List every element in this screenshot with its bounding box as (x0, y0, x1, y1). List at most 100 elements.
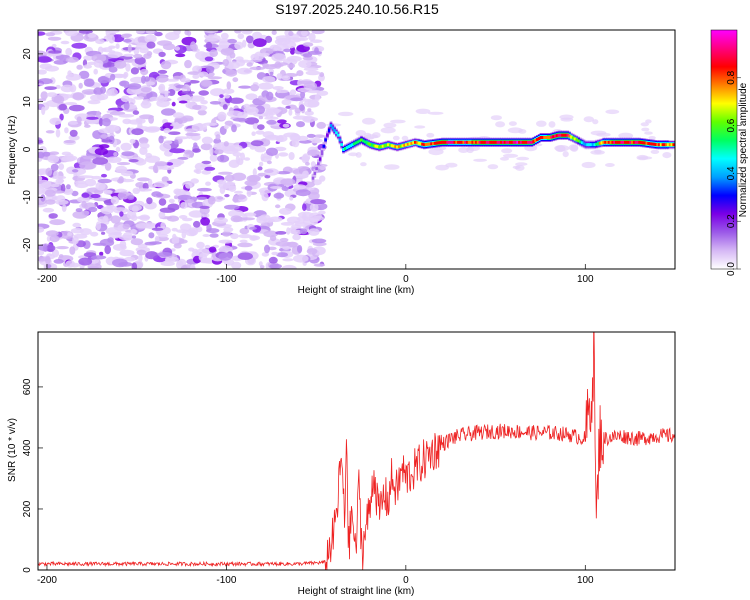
noise-speck (50, 163, 59, 172)
noise-speck (246, 62, 253, 67)
track-cell (462, 140, 466, 144)
noise-speck (234, 190, 243, 194)
noise-speck (262, 64, 278, 70)
noise-speck (158, 135, 164, 144)
noise-speck (217, 196, 224, 200)
noise-speck (293, 184, 307, 190)
noise-speck (280, 178, 296, 186)
noise-speck (222, 230, 231, 237)
noise-speck (110, 215, 121, 224)
noise-speck (219, 94, 224, 98)
noise-speck (79, 228, 92, 236)
noise-speck (124, 256, 136, 262)
noise-speck (294, 222, 311, 227)
noise-speck (155, 193, 164, 198)
track-cell (611, 140, 614, 144)
noise-speck (226, 81, 232, 90)
track-cell (467, 140, 471, 144)
noise-speck (103, 189, 113, 194)
noise-speck (190, 41, 197, 50)
track-cell (471, 140, 474, 144)
track-cell (464, 140, 467, 144)
noise-speck (145, 251, 159, 260)
track-cell (562, 133, 566, 137)
track-cell (627, 140, 631, 144)
track-cell (345, 146, 349, 150)
noise-speck (177, 156, 189, 160)
noise-speck (293, 254, 309, 263)
noise-speck (184, 30, 190, 36)
halo-speck (426, 132, 435, 138)
x-tick-label: -200 (37, 575, 57, 586)
track-cell (516, 140, 519, 144)
noise-speck (217, 111, 227, 121)
noise-speck (205, 181, 211, 186)
noise-speck (38, 179, 52, 189)
track-cell (433, 141, 437, 145)
noise-speck (112, 258, 128, 268)
noise-speck (192, 104, 202, 110)
noise-speck (225, 69, 238, 77)
noise-speck (276, 73, 283, 80)
halo-speck (562, 151, 569, 158)
spectrogram-x-ticks: -200 -100 0 100 (37, 264, 594, 285)
track-cell (571, 136, 575, 140)
y-tick-label: 10 (22, 96, 33, 108)
noise-speck (245, 93, 258, 100)
noise-speck (197, 109, 207, 116)
noise-speck (308, 191, 320, 201)
track-cell (550, 135, 553, 139)
track-cell (399, 144, 403, 148)
noise-speck (107, 237, 114, 243)
noise-speck (138, 254, 143, 263)
track-cell (440, 140, 444, 144)
noise-speck (72, 222, 81, 228)
noise-speck (139, 48, 149, 54)
track-cell (656, 143, 659, 147)
colorbar-tick-label: 0.4 (726, 166, 737, 180)
noise-speck (38, 226, 45, 233)
noise-speck (65, 56, 79, 63)
noise-speck (38, 78, 53, 85)
track-cell (638, 140, 641, 144)
noise-speck (93, 68, 98, 75)
noise-speck (43, 244, 48, 252)
noise-speck (132, 187, 141, 194)
track-cell (390, 144, 394, 148)
halo-speck (362, 117, 376, 125)
track-cell (645, 141, 649, 145)
track-cell (383, 144, 387, 148)
snr-x-ticks: -200 -100 0 100 (37, 565, 594, 586)
y-tick-label: 0 (22, 567, 33, 573)
signal-track (311, 121, 675, 183)
noise-speck (232, 117, 248, 122)
noise-speck (180, 202, 188, 209)
track-cell (575, 138, 579, 142)
track-cell (396, 145, 399, 149)
noise-speck (247, 42, 255, 49)
noise-speck (183, 149, 193, 155)
track-cell (597, 142, 600, 146)
noise-speck (196, 196, 208, 201)
halo-speck (401, 135, 409, 141)
noise-speck (207, 76, 223, 80)
track-cell (421, 142, 424, 146)
noise-speck (169, 158, 185, 166)
noise-speck (273, 45, 281, 51)
noise-speck (259, 52, 270, 57)
track-cell (457, 140, 460, 144)
track-cell (620, 140, 623, 144)
noise-speck (133, 54, 143, 59)
noise-speck (240, 152, 245, 161)
track-cell (507, 140, 510, 144)
noise-speck (45, 199, 56, 205)
noise-speck (177, 96, 188, 102)
halo-speck (650, 149, 660, 154)
halo-speck (338, 111, 354, 117)
noise-speck (113, 152, 118, 157)
noise-speck (243, 212, 257, 217)
noise-speck (127, 195, 135, 200)
noise-speck (53, 59, 67, 65)
noise-speck (302, 170, 309, 178)
noise-speck (78, 70, 90, 80)
